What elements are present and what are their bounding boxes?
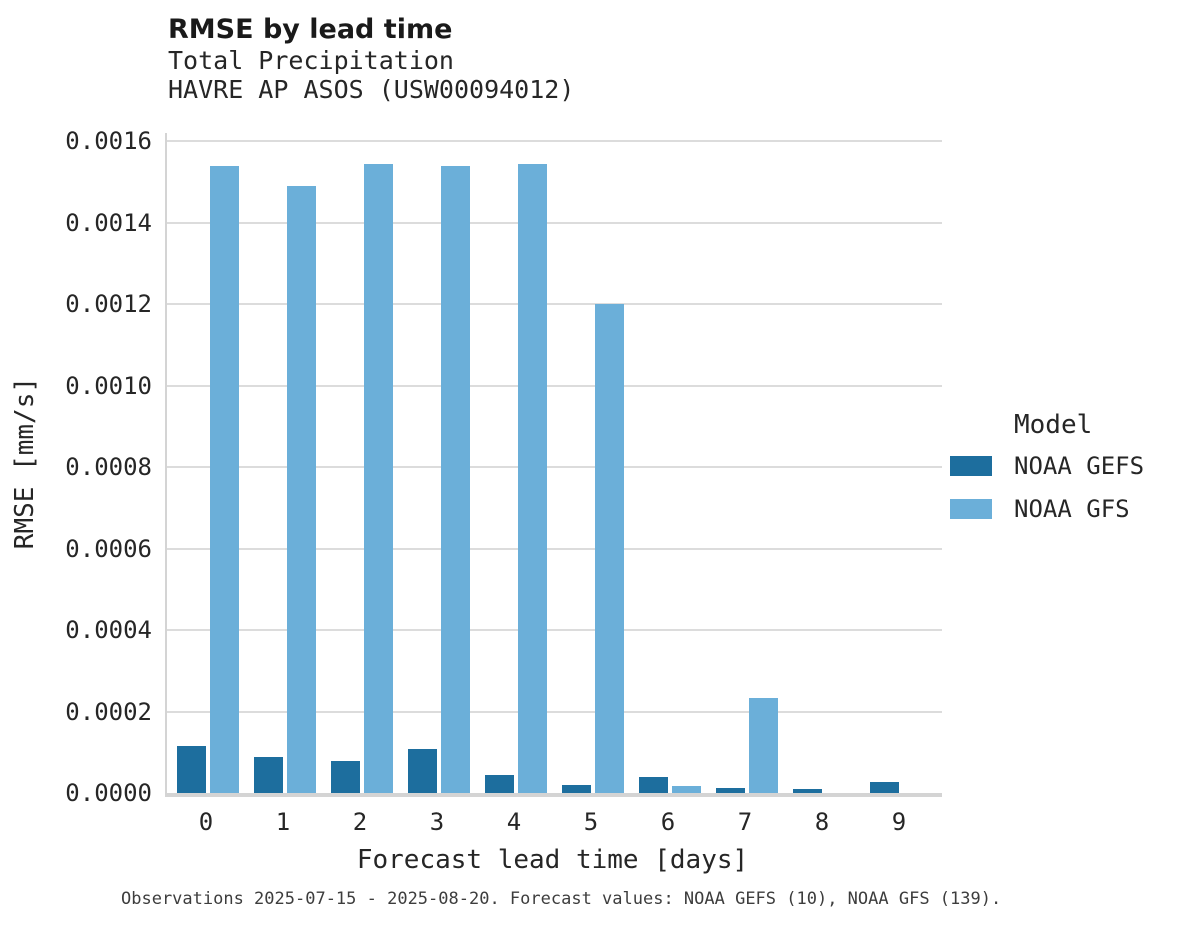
- y-tick-label-0.0006: 0.0006: [65, 534, 152, 563]
- bar-noaa-gfs-lead-7: [749, 698, 778, 793]
- bar-noaa-gefs-lead-3: [408, 749, 437, 793]
- chart-subtitle-station: HAVRE AP ASOS (USW00094012): [168, 75, 575, 104]
- y-tick-label-0.0014: 0.0014: [65, 208, 152, 237]
- gridline-0.0016: [167, 140, 942, 143]
- y-tick-label-0.0008: 0.0008: [65, 453, 152, 482]
- bar-noaa-gefs-lead-9: [870, 782, 899, 793]
- y-tick-label-0.0016: 0.0016: [65, 127, 152, 156]
- bar-noaa-gefs-lead-8: [793, 789, 822, 793]
- legend-label: NOAA GFS: [1014, 495, 1130, 523]
- bar-noaa-gfs-lead-6: [672, 786, 701, 793]
- y-tick-label-0.0004: 0.0004: [65, 616, 152, 645]
- y-tick-label-0.0000: 0.0000: [65, 779, 152, 807]
- gridline-0.0002: [167, 710, 942, 713]
- gridline-0.0014: [167, 221, 942, 224]
- x-tick-label-7: 7: [737, 808, 753, 836]
- bar-noaa-gfs-lead-3: [441, 166, 470, 793]
- legend: Model NOAA GEFS NOAA GFS: [950, 410, 1176, 538]
- legend-entry-noaa-gfs: NOAA GFS: [950, 495, 1176, 523]
- y-tick-label-0.0012: 0.0012: [65, 290, 152, 319]
- bar-noaa-gfs-lead-1: [287, 186, 316, 793]
- bar-noaa-gefs-lead-1: [254, 757, 283, 793]
- gridline-0.001: [167, 384, 942, 387]
- bar-noaa-gfs-lead-5: [595, 304, 624, 793]
- chart-subtitle-variable: Total Precipitation: [168, 46, 454, 75]
- x-tick-label-4: 4: [506, 808, 522, 836]
- bar-noaa-gfs-lead-4: [518, 164, 547, 793]
- legend-swatch-icon: [950, 456, 992, 476]
- x-axis-title: Forecast lead time [days]: [356, 845, 749, 875]
- bar-noaa-gefs-lead-0: [177, 746, 206, 793]
- y-tick-label-0.0010: 0.0010: [65, 371, 152, 400]
- bar-noaa-gefs-lead-4: [485, 775, 514, 793]
- bar-noaa-gefs-lead-7: [716, 788, 745, 793]
- gridline-0.0008: [167, 466, 942, 469]
- bar-noaa-gfs-lead-0: [210, 166, 239, 793]
- gridline-0.0004: [167, 629, 942, 632]
- legend-entry-noaa-gefs: NOAA GEFS: [950, 452, 1176, 480]
- legend-entries: NOAA GEFS NOAA GFS: [950, 452, 1176, 523]
- x-tick-label-9: 9: [891, 808, 907, 836]
- gridline-0.0006: [167, 547, 942, 550]
- x-tick-label-5: 5: [583, 808, 599, 836]
- bar-noaa-gefs-lead-2: [331, 761, 360, 793]
- plot-area: [165, 133, 942, 797]
- gridline-0.0012: [167, 303, 942, 306]
- chart-header: RMSE by lead time Total Precipitation HA…: [168, 14, 574, 104]
- y-tick-label-0.0002: 0.0002: [65, 697, 152, 726]
- footer-caption: Observations 2025-07-15 - 2025-08-20. Fo…: [121, 889, 1002, 909]
- bar-noaa-gfs-lead-2: [364, 164, 393, 793]
- legend-swatch-icon: [950, 499, 992, 519]
- x-tick-label-3: 3: [429, 808, 445, 836]
- legend-title: Model: [1014, 410, 1093, 440]
- x-tick-label-2: 2: [352, 808, 368, 836]
- x-tick-label-1: 1: [275, 808, 291, 836]
- legend-label: NOAA GEFS: [1014, 452, 1145, 480]
- bar-noaa-gefs-lead-6: [639, 777, 668, 793]
- x-tick-label-8: 8: [814, 808, 830, 836]
- chart-title: RMSE by lead time: [168, 14, 453, 45]
- x-tick-label-0: 0: [198, 808, 214, 836]
- bar-noaa-gefs-lead-5: [562, 785, 591, 793]
- x-tick-label-6: 6: [660, 808, 676, 836]
